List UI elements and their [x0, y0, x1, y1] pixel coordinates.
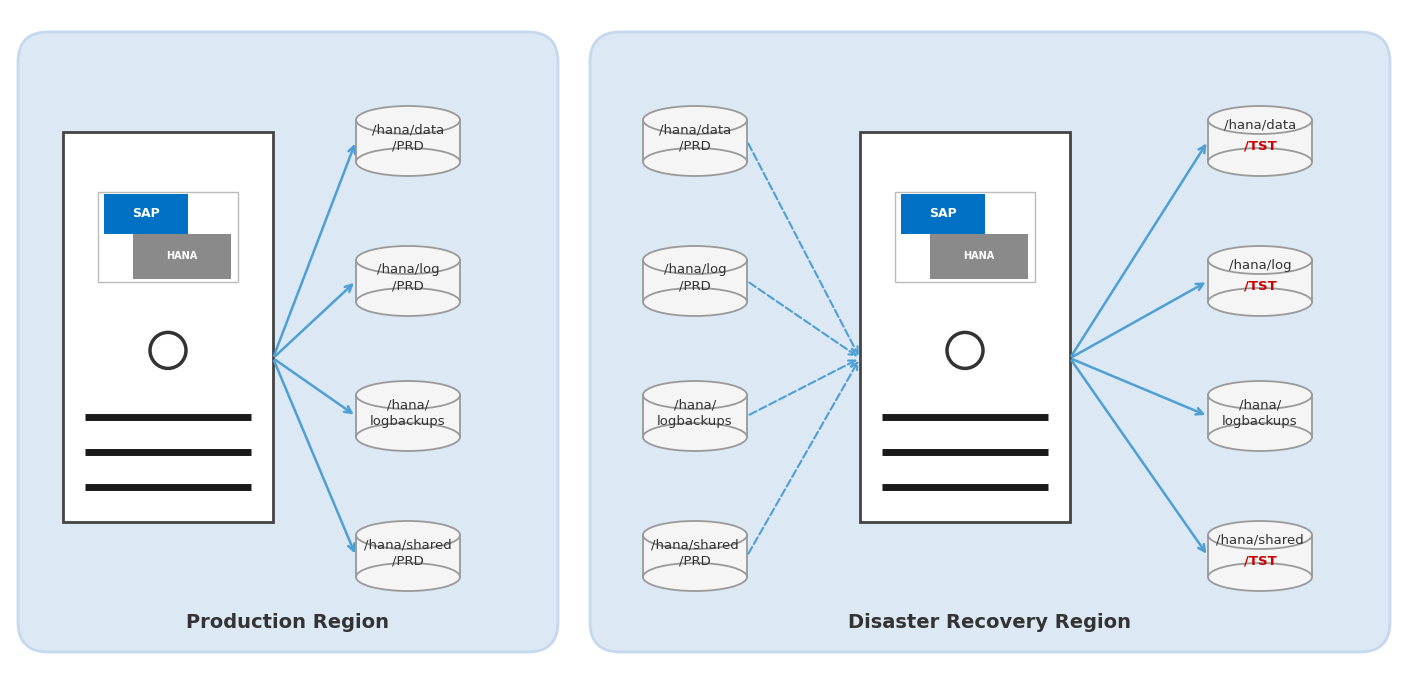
Ellipse shape — [642, 381, 747, 409]
Bar — [356, 260, 460, 302]
Text: /hana/log
/PRD: /hana/log /PRD — [664, 263, 726, 292]
Ellipse shape — [356, 381, 460, 409]
Bar — [642, 395, 747, 437]
Bar — [64, 132, 273, 522]
Text: /hana/shared
/PRD: /hana/shared /PRD — [364, 538, 452, 568]
Text: /hana/data: /hana/data — [1224, 118, 1296, 131]
Ellipse shape — [1209, 288, 1312, 316]
FancyBboxPatch shape — [18, 32, 558, 652]
Text: /hana/
logbackups: /hana/ logbackups — [657, 398, 733, 428]
Bar — [901, 194, 984, 234]
Text: Disaster Recovery Region: Disaster Recovery Region — [849, 613, 1131, 632]
Ellipse shape — [642, 423, 747, 451]
Bar — [356, 535, 460, 577]
Text: /hana/
logbackups: /hana/ logbackups — [1223, 398, 1298, 428]
Ellipse shape — [1209, 381, 1312, 409]
Ellipse shape — [356, 563, 460, 591]
Bar — [356, 395, 460, 437]
Text: /TST: /TST — [1244, 554, 1276, 567]
Circle shape — [947, 332, 983, 368]
Ellipse shape — [1209, 563, 1312, 591]
Ellipse shape — [1209, 423, 1312, 451]
Ellipse shape — [642, 148, 747, 176]
Text: Production Region: Production Region — [186, 613, 390, 632]
Text: /hana/
logbackups: /hana/ logbackups — [370, 398, 446, 428]
Ellipse shape — [1209, 106, 1312, 134]
Ellipse shape — [1209, 521, 1312, 549]
Text: /TST: /TST — [1244, 139, 1276, 152]
Text: HANA: HANA — [167, 251, 198, 261]
Text: HANA: HANA — [963, 251, 994, 261]
Bar — [1209, 120, 1312, 162]
Bar — [356, 120, 460, 162]
Ellipse shape — [642, 563, 747, 591]
Text: /hana/data
/PRD: /hana/data /PRD — [371, 123, 445, 153]
Text: /hana/log
/PRD: /hana/log /PRD — [377, 263, 439, 292]
Ellipse shape — [642, 106, 747, 134]
Text: /TST: /TST — [1244, 280, 1276, 292]
Bar — [97, 192, 239, 282]
Bar — [1209, 260, 1312, 302]
Bar — [1209, 395, 1312, 437]
Text: SAP: SAP — [929, 207, 956, 221]
Bar — [642, 120, 747, 162]
Ellipse shape — [356, 106, 460, 134]
Bar — [103, 194, 188, 234]
Circle shape — [150, 332, 186, 368]
Bar — [931, 234, 1028, 279]
Bar — [860, 132, 1070, 522]
Bar — [1209, 535, 1312, 577]
Text: SAP: SAP — [131, 207, 160, 221]
Ellipse shape — [642, 288, 747, 316]
Text: /hana/shared: /hana/shared — [1216, 533, 1303, 546]
Bar — [133, 234, 232, 279]
Bar — [642, 535, 747, 577]
Ellipse shape — [356, 423, 460, 451]
Bar — [642, 260, 747, 302]
Ellipse shape — [356, 148, 460, 176]
Text: /hana/log: /hana/log — [1228, 259, 1292, 271]
Ellipse shape — [642, 246, 747, 274]
Text: /hana/data
/PRD: /hana/data /PRD — [659, 123, 731, 153]
Text: /hana/shared
/PRD: /hana/shared /PRD — [651, 538, 738, 568]
FancyBboxPatch shape — [590, 32, 1389, 652]
Ellipse shape — [1209, 148, 1312, 176]
Ellipse shape — [642, 521, 747, 549]
Bar — [895, 192, 1035, 282]
Ellipse shape — [356, 288, 460, 316]
Ellipse shape — [1209, 246, 1312, 274]
Ellipse shape — [356, 246, 460, 274]
Ellipse shape — [356, 521, 460, 549]
